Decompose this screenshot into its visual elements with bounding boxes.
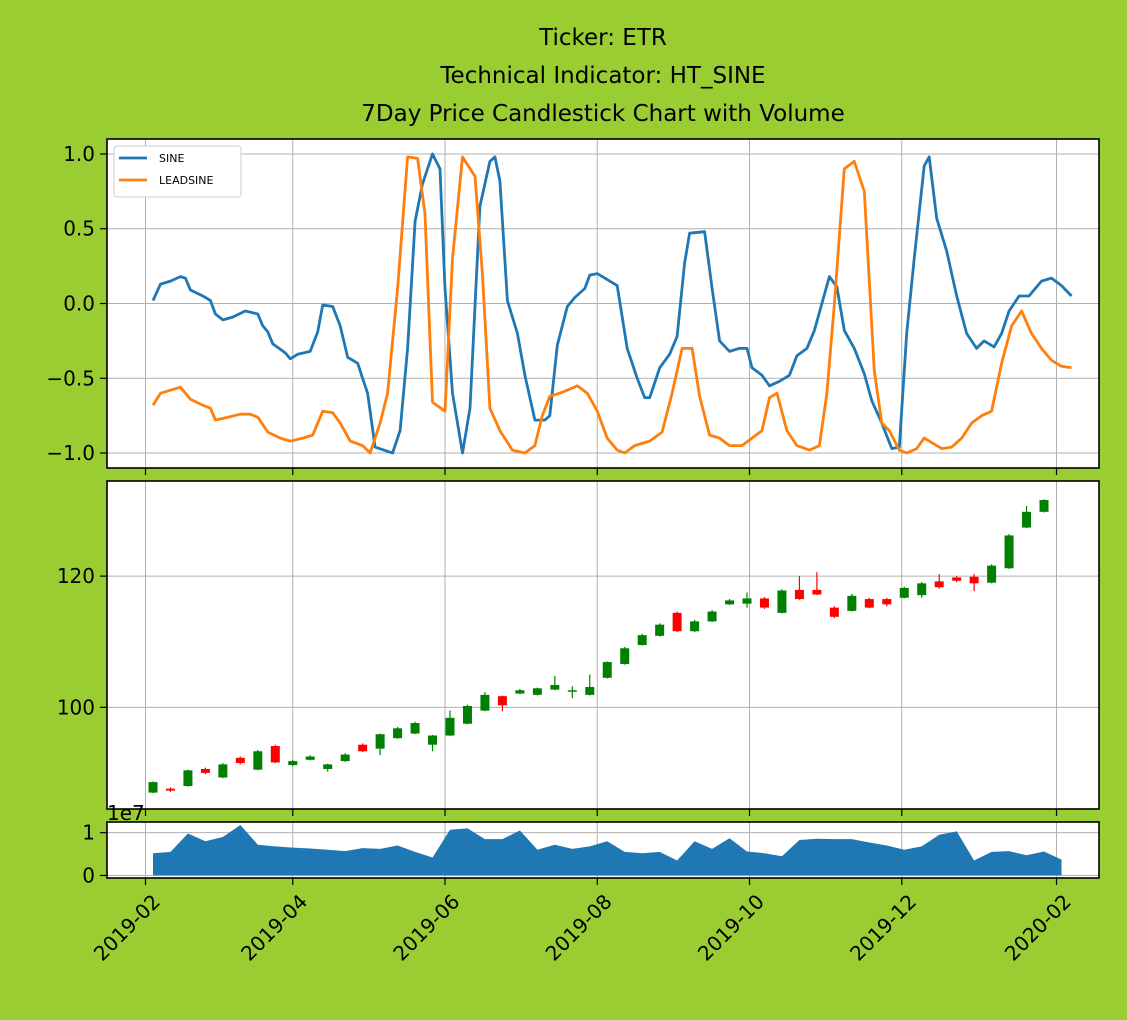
candle-body bbox=[270, 746, 280, 763]
candle-body bbox=[1039, 500, 1049, 512]
candle-body bbox=[305, 756, 315, 760]
candle-body bbox=[480, 694, 490, 711]
candle-body bbox=[148, 782, 158, 793]
legend-label-leadsine: LEADSINE bbox=[159, 174, 214, 187]
candle-body bbox=[218, 764, 228, 778]
candle-body bbox=[445, 717, 455, 736]
plot-area bbox=[148, 499, 1049, 794]
candle-body bbox=[952, 577, 962, 581]
candle-body bbox=[200, 768, 210, 773]
candle-body bbox=[637, 635, 647, 645]
legend: SINE LEADSINE bbox=[113, 145, 242, 198]
volume-panel: 0 1 1e7 bbox=[82, 801, 1100, 887]
candle-body bbox=[567, 690, 577, 692]
plot-area bbox=[153, 825, 1062, 876]
legend-label-sine: SINE bbox=[159, 152, 184, 165]
candle-body bbox=[672, 612, 682, 632]
y-tick-label: 1.0 bbox=[63, 142, 95, 166]
candle-body bbox=[725, 600, 735, 605]
candle-body bbox=[235, 757, 245, 764]
candle-body bbox=[323, 764, 333, 769]
candle-body bbox=[428, 735, 438, 745]
y-tick-label: −1.0 bbox=[46, 441, 95, 465]
candle-body bbox=[794, 589, 804, 600]
candle-body bbox=[462, 706, 472, 724]
y-tick-label: 120 bbox=[57, 564, 95, 588]
candle-body bbox=[585, 686, 595, 695]
candle-body bbox=[515, 690, 525, 694]
candle-body bbox=[253, 751, 263, 770]
x-tick-label: 2020-02 bbox=[1000, 889, 1076, 965]
candle-body bbox=[829, 607, 839, 617]
candle-body bbox=[969, 576, 979, 584]
candle-body bbox=[917, 583, 927, 596]
candle-body bbox=[1022, 511, 1032, 528]
candle-body bbox=[340, 754, 350, 762]
panel-frame bbox=[106, 821, 1100, 879]
candle-body bbox=[375, 734, 385, 749]
candle-body bbox=[864, 599, 874, 608]
x-tick-label: 2019-06 bbox=[388, 889, 464, 965]
series-line-sine bbox=[151, 152, 1073, 455]
candle-body bbox=[707, 611, 717, 622]
candle-body bbox=[882, 599, 892, 605]
candle-body bbox=[812, 589, 822, 595]
candle-body bbox=[393, 728, 403, 739]
x-tick-label: 2019-04 bbox=[236, 889, 312, 965]
candle-body bbox=[847, 595, 857, 611]
candle-body bbox=[655, 624, 665, 636]
candle-body bbox=[410, 723, 420, 734]
x-tick-label: 2019-08 bbox=[541, 889, 617, 965]
candle-body bbox=[899, 587, 909, 598]
series-line-leadsine bbox=[151, 155, 1072, 455]
y-tick-label: 0.0 bbox=[63, 292, 95, 316]
candle-body bbox=[602, 662, 612, 678]
plot-area bbox=[151, 152, 1073, 455]
panel-frame bbox=[106, 480, 1100, 810]
candle-body bbox=[742, 598, 752, 604]
candle-body bbox=[358, 744, 368, 752]
x-tick-label: 2019-02 bbox=[89, 889, 165, 965]
candle-body bbox=[759, 598, 769, 608]
y-tick-label: 100 bbox=[57, 695, 95, 719]
x-axis: 2019-02 2019-04 2019-06 2019-08 2019-10 2019-… bbox=[89, 889, 1076, 965]
title-indicator: Technical Indicator: HT_SINE bbox=[439, 63, 765, 89]
candle-body bbox=[1004, 535, 1014, 569]
panel-frame bbox=[106, 138, 1100, 469]
indicator-panel: 1.0 0.5 0.0 −0.5 −1.0 SINE LEADSINE bbox=[46, 138, 1100, 475]
title-description: 7Day Price Candlestick Chart with Volume bbox=[361, 101, 844, 127]
x-tick-label: 2019-10 bbox=[693, 889, 769, 965]
y-tick-label: 0 bbox=[82, 863, 95, 887]
y-tick-label: 0.5 bbox=[63, 217, 95, 241]
candle-body bbox=[497, 696, 507, 706]
candle-body bbox=[532, 688, 542, 695]
x-tick-label: 2019-12 bbox=[845, 889, 921, 965]
axis-offset-label: 1e7 bbox=[107, 801, 145, 825]
candlestick-panel: 100 120 bbox=[57, 480, 1100, 816]
y-tick-label: −0.5 bbox=[46, 366, 95, 390]
candle-body bbox=[165, 788, 175, 791]
candle-body bbox=[288, 761, 298, 766]
candle-body bbox=[934, 581, 944, 588]
candle-body bbox=[183, 770, 193, 787]
volume-area bbox=[153, 825, 1062, 876]
candle-body bbox=[777, 590, 787, 613]
candle-body bbox=[690, 621, 700, 632]
candle-body bbox=[987, 565, 997, 583]
candle-body bbox=[550, 685, 560, 690]
y-tick-label: 1 bbox=[82, 821, 95, 845]
candle-body bbox=[620, 648, 630, 665]
title-ticker: Ticker: ETR bbox=[538, 25, 667, 51]
chart-title: Ticker: ETR Technical Indicator: HT_SINE… bbox=[361, 25, 844, 127]
